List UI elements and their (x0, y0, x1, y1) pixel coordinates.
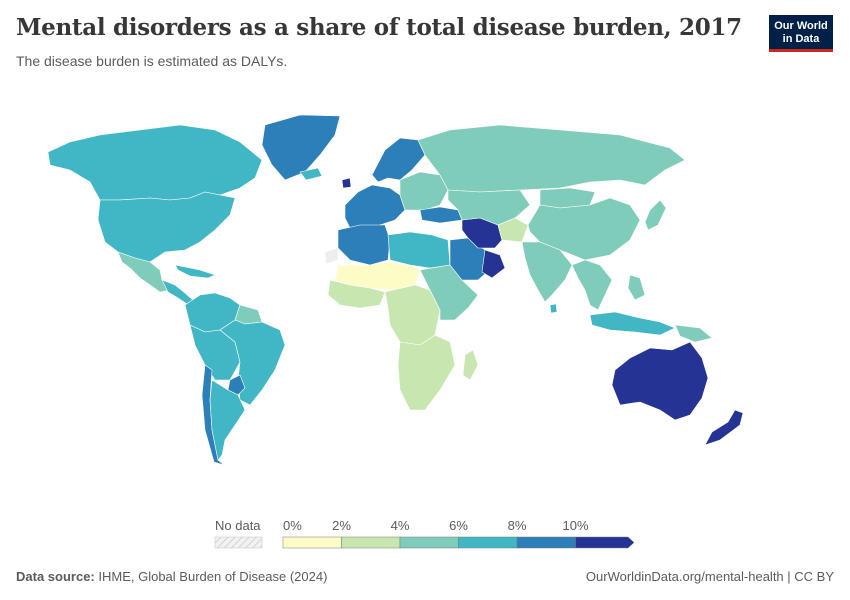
legend-tick-label: 2% (332, 518, 351, 533)
source-label: Data source: (16, 569, 95, 584)
region-australia[interactable] (611, 341, 709, 421)
world-map (47, 114, 744, 466)
region-argentina[interactable] (209, 379, 246, 461)
legend-no-data-label: No data (215, 518, 261, 533)
legend-ticks: 0% 2% 4% 6% 8% 10% (283, 518, 589, 533)
legend-no-data-swatch (214, 536, 263, 549)
legend-bin[interactable] (516, 536, 576, 549)
legend-tick-label: 6% (449, 518, 468, 533)
legend-bin[interactable] (399, 536, 459, 549)
legend-tick-label: 0% (283, 518, 302, 533)
region-scandinavia[interactable] (371, 137, 426, 183)
region-madagascar[interactable] (462, 349, 479, 381)
logo-line-1: Our World (774, 20, 828, 32)
region-paraguay[interactable] (227, 374, 246, 396)
legend-tick-label: 4% (391, 518, 410, 533)
region-iceland[interactable] (299, 167, 323, 181)
footer-source: Data source: IHME, Global Burden of Dise… (16, 569, 327, 584)
region-mongolia[interactable] (539, 187, 596, 209)
legend-tick-label: 8% (508, 518, 527, 533)
region-caribbean[interactable] (174, 264, 216, 279)
region-western-europe[interactable] (344, 184, 406, 231)
region-southern-africa[interactable] (397, 334, 456, 411)
legend-bin[interactable] (575, 536, 635, 549)
region-new-zealand[interactable] (704, 409, 744, 446)
chart-title: Mental disorders as a share of total dis… (16, 14, 742, 41)
region-philippines[interactable] (627, 274, 646, 301)
region-sri-lanka[interactable] (549, 303, 558, 314)
region-ireland[interactable] (341, 177, 352, 189)
footer-url[interactable]: OurWorldinData.org/mental-health | CC BY (585, 569, 834, 584)
region-libya-egypt[interactable] (387, 231, 451, 269)
legend-bin[interactable] (282, 536, 342, 549)
legend-bins (282, 536, 635, 549)
region-canada[interactable] (47, 124, 263, 201)
region-greenland[interactable] (261, 114, 341, 181)
region-afghanistan[interactable] (497, 217, 529, 243)
region-guianas[interactable] (234, 304, 263, 325)
region-chile[interactable] (201, 364, 225, 466)
source-text[interactable]: IHME, Global Burden of Disease (2024) (98, 569, 328, 584)
region-oman[interactable] (481, 249, 506, 279)
region-west-africa[interactable] (327, 279, 386, 309)
region-mexico[interactable] (117, 251, 171, 293)
owid-logo[interactable]: Our World in Data (769, 15, 833, 52)
region-eastern-europe[interactable] (399, 171, 449, 211)
legend-bin[interactable] (458, 536, 518, 549)
region-turkey[interactable] (419, 206, 463, 224)
region-indonesia[interactable] (589, 311, 676, 336)
region-papua-new-guinea[interactable] (674, 324, 713, 343)
chart-subtitle: The disease burden is estimated as DALYs… (16, 53, 288, 69)
region-japan[interactable] (644, 199, 667, 231)
map-legend: No data 0% 2% 4% 6% 8% 10% (214, 518, 635, 549)
region-western-sahara (324, 247, 339, 265)
legend-tick-label: 10% (562, 518, 588, 533)
region-united-states[interactable] (97, 191, 236, 263)
region-india[interactable] (521, 241, 573, 303)
region-brazil[interactable] (219, 319, 286, 406)
region-russia[interactable] (417, 124, 686, 193)
region-southeast-asia[interactable] (571, 259, 613, 311)
region-morocco-algeria[interactable] (337, 224, 391, 266)
logo-line-2: in Data (782, 33, 820, 45)
legend-bin[interactable] (341, 536, 401, 549)
region-peru-bolivia[interactable] (189, 324, 241, 381)
